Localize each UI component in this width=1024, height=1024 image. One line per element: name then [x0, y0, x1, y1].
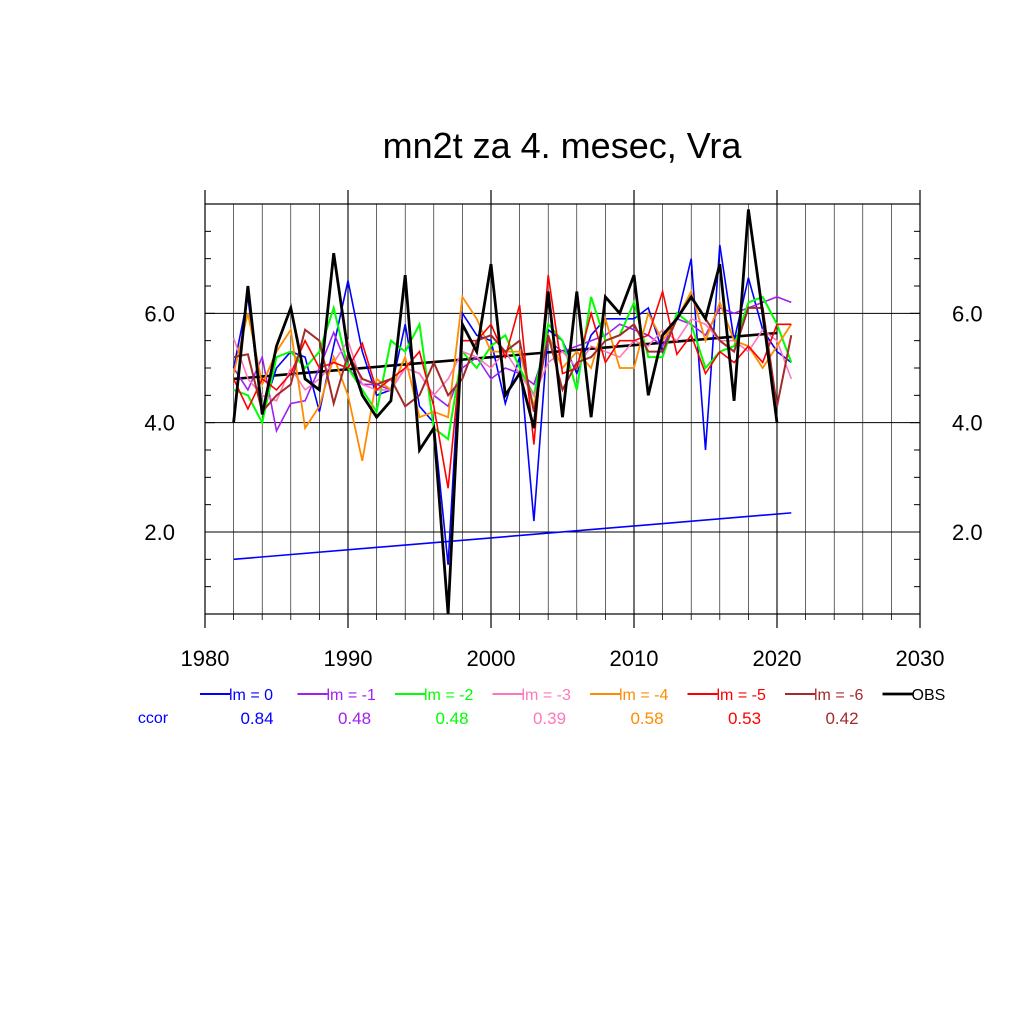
- legend-label: OBS: [912, 687, 946, 704]
- ccor-label: ccor: [138, 710, 169, 727]
- legend-label: lm = -6: [814, 687, 863, 704]
- ccor-value: 0.39: [533, 709, 566, 728]
- x-tick-label: 2030: [896, 646, 945, 671]
- legend-label: lm = -1: [327, 687, 376, 704]
- legend-label: lm = -4: [619, 687, 668, 704]
- ccor-value: 0.58: [630, 709, 663, 728]
- ccor-value: 0.48: [338, 709, 371, 728]
- x-tick-label: 1980: [181, 646, 230, 671]
- axes: 1980 1990 2000 2010 2020 2030 2.0 2.0 4.0 4.0 6.0 6…: [144, 190, 983, 671]
- y-tick-label: 4.0: [144, 411, 175, 436]
- x-tick-label: 2020: [753, 646, 802, 671]
- ccor-value: 0.48: [435, 709, 468, 728]
- y-tick-label: 6.0: [144, 301, 175, 326]
- trendline: [233, 512, 792, 561]
- ccor-value: 0.53: [728, 709, 761, 728]
- series-line: [232, 296, 792, 434]
- x-tick-label: 2010: [610, 646, 659, 671]
- x-tick-label: 2000: [467, 646, 516, 671]
- legend-label: lm = -5: [717, 687, 766, 704]
- plot-frame: [204, 203, 921, 615]
- y-tick-label: 2.0: [144, 520, 175, 545]
- series-line: [232, 209, 779, 615]
- legend-label: lm = -3: [522, 687, 571, 704]
- chart-title: mn2t za 4. mesec, Vra: [383, 125, 743, 166]
- y-tick-label-right: 2.0: [952, 520, 983, 545]
- ccor-value: 0.42: [825, 709, 858, 728]
- legend-label: lm = 0: [229, 687, 273, 704]
- ccor-value: 0.84: [240, 709, 273, 728]
- y-tick-label-right: 6.0: [952, 301, 983, 326]
- x-tick-label: 1990: [324, 646, 373, 671]
- series-line: [232, 244, 792, 565]
- series-line: [232, 274, 792, 489]
- y-tick-label-right: 4.0: [952, 411, 983, 436]
- series-group: [232, 209, 793, 615]
- legend: lm = 0 0.84 lm = -1 0.48 lm = -2 0.48 lm = -3 0…: [200, 687, 945, 728]
- legend-label: lm = -2: [424, 687, 473, 704]
- plot-area-border: [204, 203, 921, 615]
- series-line: [232, 289, 793, 462]
